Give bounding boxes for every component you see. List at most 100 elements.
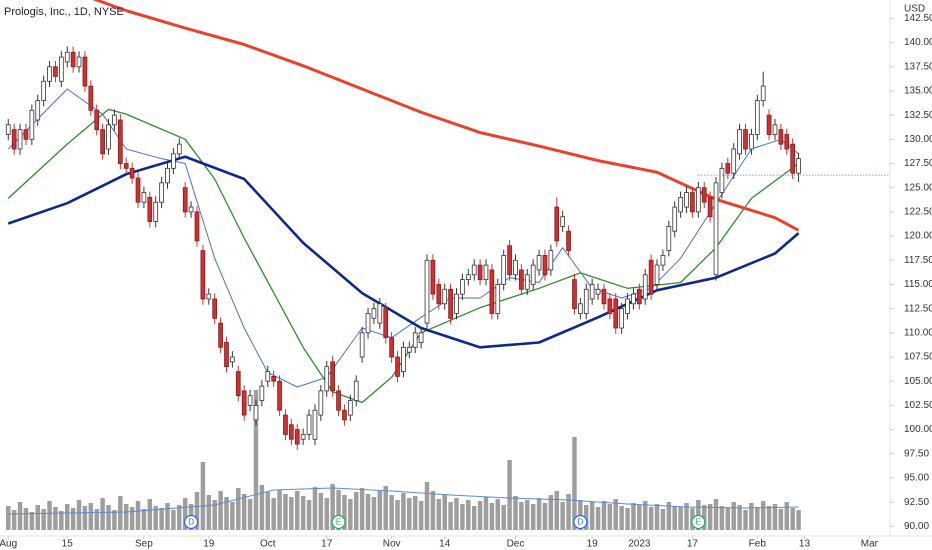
volume-bar [631, 503, 636, 530]
volume-bar [530, 504, 536, 530]
volume-bar [359, 488, 365, 530]
y-tick-label: 132.50 [904, 110, 932, 121]
y-tick-label: 95.00 [904, 473, 929, 484]
candle-body [47, 66, 52, 82]
candle-body [5, 124, 11, 135]
y-tick-label: 110.00 [904, 327, 932, 338]
chart-title: Prologis, Inc., 1D, NYSE [4, 6, 124, 18]
volume-bar [678, 507, 683, 530]
volume-bar [424, 482, 430, 530]
candle-body [601, 288, 607, 305]
volume-bar [554, 491, 560, 530]
candle-body [530, 264, 536, 285]
candle-body [636, 288, 642, 305]
volume-bar [525, 500, 530, 530]
candle-body [454, 293, 459, 314]
candle-body [224, 342, 229, 368]
volume-bar [701, 505, 707, 530]
candle-body [312, 409, 318, 440]
candle-body [519, 269, 524, 290]
candle-body [17, 129, 23, 150]
candle-body [583, 288, 589, 314]
candle-body [29, 109, 35, 140]
volume-bar [489, 503, 495, 530]
volume-bar [613, 499, 618, 530]
event-label: E [696, 518, 701, 527]
volume-bar [200, 462, 206, 530]
volume-bar [336, 490, 341, 530]
event-badge [691, 514, 706, 530]
volume-bar [11, 510, 17, 530]
candle-body [672, 206, 678, 232]
volume-bar [300, 496, 306, 530]
candle-body [460, 279, 465, 295]
candle-body [560, 216, 566, 227]
candle-body [442, 288, 448, 305]
y-axis-label: USD [904, 4, 925, 15]
volume-bar [471, 506, 477, 530]
candle-body [489, 269, 495, 314]
candle-body [200, 250, 206, 300]
ma-line [7, 88, 799, 388]
candle-body [159, 182, 164, 203]
candle-body [572, 279, 577, 310]
y-tick-label: 127.50 [904, 158, 932, 169]
volume-bar [401, 493, 406, 530]
candle-body [613, 298, 619, 329]
volume-bar [749, 503, 754, 530]
candle-body [53, 66, 58, 77]
volume-bar [466, 500, 471, 530]
candle-body [401, 346, 406, 372]
volume-bar [59, 511, 64, 530]
volume-bar [589, 502, 595, 530]
candle-body [230, 356, 235, 363]
volume-bar [412, 496, 418, 530]
candle-body [241, 390, 247, 416]
volume-bar [129, 507, 135, 530]
volume-bar [766, 506, 772, 530]
candle-body [94, 109, 100, 131]
volume-bar [713, 499, 719, 530]
volume-bar [82, 506, 88, 530]
volume-bar [135, 501, 141, 530]
volume-bar [171, 510, 176, 530]
candle-body [424, 259, 430, 324]
volume-bar [47, 501, 52, 530]
volume-bar [672, 506, 677, 530]
volume-bar [371, 497, 377, 530]
candle-body [377, 303, 383, 324]
candle-body [82, 56, 88, 87]
y-tick-label: 125.00 [904, 182, 932, 193]
ma-line [7, 155, 800, 349]
candle-body [448, 288, 453, 319]
volume-bar [642, 501, 648, 530]
candle-body [188, 206, 194, 213]
volume-bar [277, 490, 282, 530]
volume-bar [743, 510, 748, 530]
candle-body [778, 129, 784, 145]
x-tick-label: Aug [0, 539, 17, 550]
ma-line [92, 0, 800, 232]
y-tick-label: 115.00 [904, 279, 932, 290]
volume-bar [212, 500, 217, 530]
candle-body [684, 192, 689, 208]
candle-body [336, 390, 341, 411]
candle-body [182, 187, 188, 213]
candle-body [265, 371, 271, 382]
candle-body [300, 434, 306, 440]
candle-body [235, 371, 241, 397]
y-tick-label: 130.00 [904, 134, 932, 145]
candle-body [247, 395, 253, 406]
volume-bar [259, 485, 265, 530]
y-tick-label: 120.00 [904, 231, 932, 242]
volume-bar [601, 501, 607, 530]
candle-body [625, 298, 630, 314]
candle-body [766, 114, 772, 135]
volume-bar [637, 505, 642, 530]
candle-body [554, 206, 560, 242]
candle-body [501, 255, 507, 285]
candle-body [566, 230, 571, 251]
volume-bar [6, 506, 11, 530]
volume-bar [182, 498, 188, 530]
